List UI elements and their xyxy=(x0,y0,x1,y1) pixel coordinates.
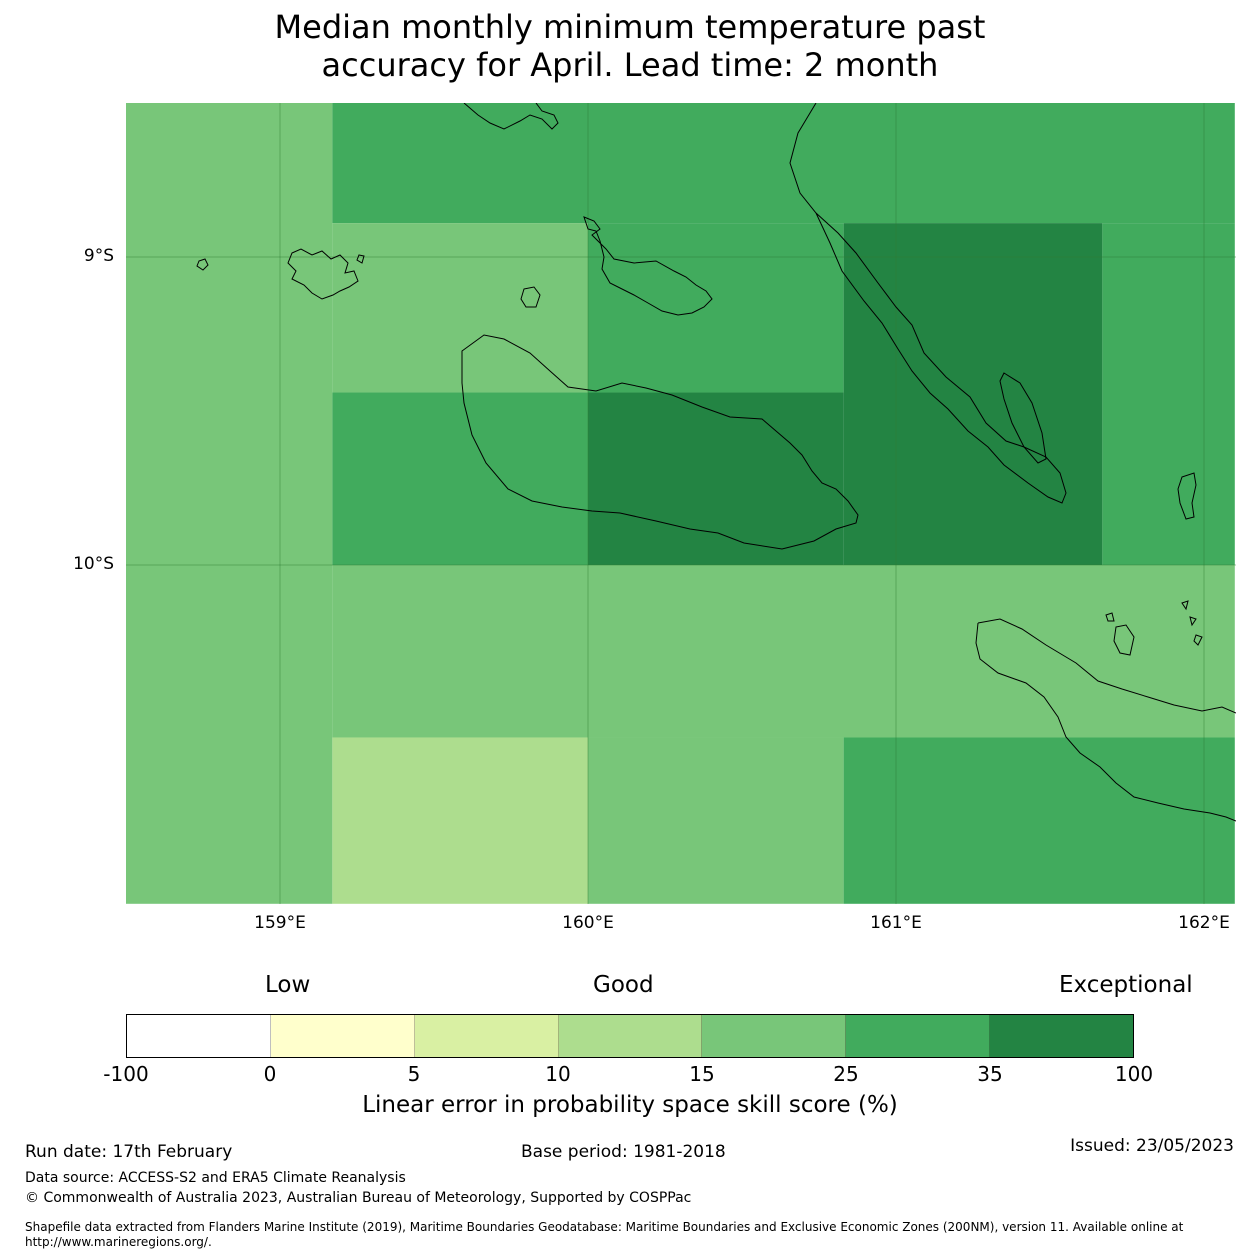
colorbar-segment xyxy=(127,1015,271,1057)
skill-cell xyxy=(126,103,333,904)
colorbar-tick: -100 xyxy=(103,1062,149,1086)
lon-label-160e: 160°E xyxy=(562,913,614,933)
base-period: Base period: 1981-2018 xyxy=(521,1142,726,1162)
colorbar-segment xyxy=(990,1015,1134,1057)
lon-label-161e: 161°E xyxy=(870,913,922,933)
skill-cell xyxy=(332,392,588,565)
colorbar-tick: 5 xyxy=(407,1062,421,1086)
coast-east-island xyxy=(1177,472,1197,520)
coast-savo-island xyxy=(520,286,541,308)
skill-cell xyxy=(588,392,844,565)
skill-cell xyxy=(588,223,844,393)
lon-label-162e: 162°E xyxy=(1178,913,1230,933)
coast-islet-3 xyxy=(1189,616,1197,627)
lon-label-159e: 159°E xyxy=(254,913,306,933)
skill-cell xyxy=(332,565,1235,738)
colorbar-tick: 35 xyxy=(977,1062,1003,1086)
colorbar-tick: 25 xyxy=(833,1062,859,1086)
coast-islet-4 xyxy=(1193,634,1203,646)
skill-cells xyxy=(126,103,1235,904)
colorbar-title: Linear error in probability space skill … xyxy=(362,1092,898,1118)
colorbar-tick: 10 xyxy=(545,1062,571,1086)
copyright: © Commonwealth of Australia 2023, Austra… xyxy=(25,1190,692,1206)
skill-cell xyxy=(332,223,588,393)
coastlines xyxy=(196,103,1236,822)
colorbar-segment xyxy=(846,1015,991,1057)
map-title-line2: accuracy for April. Lead time: 2 month xyxy=(321,46,939,84)
skill-cell xyxy=(843,737,1235,904)
colorbar-segment xyxy=(414,1015,559,1057)
colorbar-tick: 100 xyxy=(1114,1062,1154,1086)
legend-category-exceptional: Exceptional xyxy=(1059,972,1193,998)
run-date: Run date: 17th February xyxy=(25,1142,233,1162)
lat-label-10s: 10°S xyxy=(73,554,114,574)
coast-guadalcanal xyxy=(461,334,859,550)
coast-small-isle-b xyxy=(356,254,365,264)
colorbar xyxy=(126,1014,1134,1058)
skill-map xyxy=(126,103,1236,904)
coast-north-islands xyxy=(583,216,713,316)
coast-small-malaita xyxy=(999,372,1047,464)
data-source: Data source: ACCESS-S2 and ERA5 Climate … xyxy=(25,1170,406,1186)
skill-cell xyxy=(332,103,1235,224)
coast-makira xyxy=(975,618,1236,822)
coast-nggela-islands xyxy=(287,248,359,300)
colorbar-tick: 15 xyxy=(689,1062,715,1086)
coast-small-isle-a xyxy=(196,258,209,271)
lat-label-9s: 9°S xyxy=(83,246,114,266)
skill-cell xyxy=(588,737,844,904)
coast-ulawa xyxy=(1113,624,1135,656)
coast-russell-top xyxy=(463,103,559,130)
colorbar-tick: 0 xyxy=(263,1062,277,1086)
skill-cell xyxy=(332,737,588,904)
legend-category-low: Low xyxy=(265,972,311,998)
map-title-line1: Median monthly minimum temperature past xyxy=(274,8,986,46)
skill-cell xyxy=(1102,223,1235,565)
legend-category-good: Good xyxy=(593,972,654,998)
shapefile-credit: Shapefile data extracted from Flanders M… xyxy=(25,1220,1184,1249)
skill-cell xyxy=(843,223,1103,565)
coast-malaita xyxy=(789,103,1067,504)
colorbar-segment xyxy=(558,1015,703,1057)
colorbar-segment xyxy=(702,1015,847,1057)
coast-islet-1 xyxy=(1105,612,1115,622)
issued-date: Issued: 23/05/2023 xyxy=(1070,1136,1234,1156)
coast-islet-2 xyxy=(1181,600,1189,611)
graticule xyxy=(126,103,1236,904)
colorbar-segment xyxy=(270,1015,415,1057)
